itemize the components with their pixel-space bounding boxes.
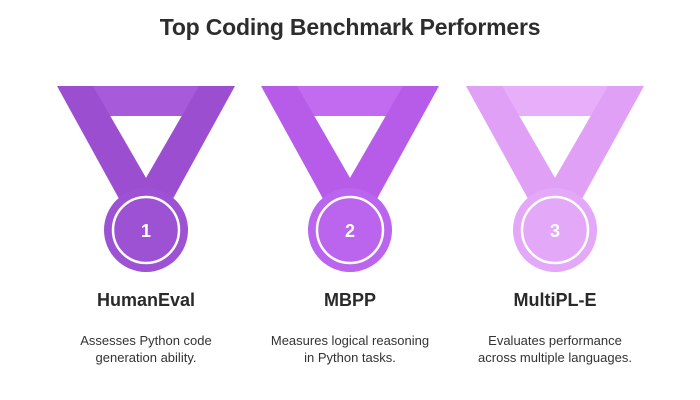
ribbon-right [139, 86, 235, 206]
benchmark-description: Evaluates performance across multiple la… [478, 333, 632, 365]
medal-1-graphic: 1 [57, 86, 235, 272]
page-title: Top Coding Benchmark Performers [159, 14, 541, 40]
ribbon-back [77, 86, 215, 116]
medal-rank: 3 [550, 221, 560, 241]
ribbon-left [261, 86, 357, 206]
medal-disc [308, 188, 392, 272]
medal-disc [513, 188, 597, 272]
medal-rank: 1 [141, 221, 151, 241]
benchmark-name: HumanEval [96, 290, 196, 310]
ribbon-left [57, 86, 153, 206]
ribbon-right [343, 86, 439, 206]
medal-disc [104, 188, 188, 272]
benchmark-description: Assesses Python code generation ability. [80, 333, 212, 365]
medal-ring [520, 195, 590, 265]
benchmark-name: MultiPL-E [513, 290, 597, 310]
medal-ring [315, 195, 385, 265]
medal-3: 3 MultiPL-E Evaluates performance across… [450, 70, 660, 400]
ribbon-right [548, 86, 644, 206]
medal-2-graphic: 2 [261, 86, 439, 272]
medal-1: 1 HumanEval Assesses Python code generat… [41, 70, 251, 400]
ribbon-left [466, 86, 562, 206]
medal-3-graphic: 3 [466, 86, 644, 272]
ribbon-back [281, 86, 419, 116]
medal-ring [111, 195, 181, 265]
ribbon-back [486, 86, 624, 116]
medal-rank: 2 [345, 221, 355, 241]
benchmark-name: MBPP [323, 290, 376, 310]
medal-2: 2 MBPP Measures logical reasoning in Pyt… [245, 70, 455, 400]
benchmark-description: Measures logical reasoning in Python tas… [270, 333, 430, 365]
